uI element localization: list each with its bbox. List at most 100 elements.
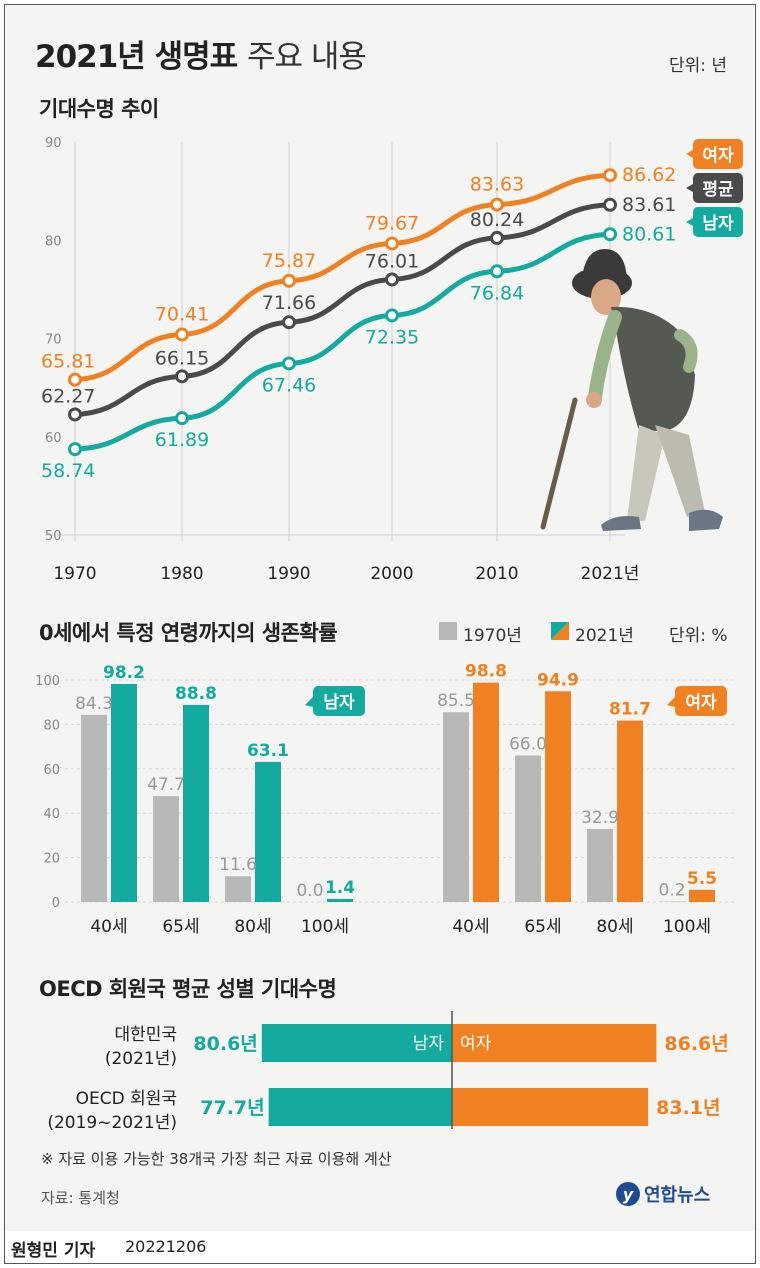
bar-label-1970: 0.2 xyxy=(658,881,685,901)
bar-1970 xyxy=(225,876,251,902)
data-label: 76.84 xyxy=(470,282,524,304)
legend-swatch-1970 xyxy=(439,622,457,640)
data-point xyxy=(490,264,504,279)
legend-badge-pointer xyxy=(686,218,693,226)
group-badge xyxy=(313,686,365,716)
bar-label-1970: 0.0 xyxy=(296,881,323,901)
y-tick-label: 70 xyxy=(45,333,62,348)
yonhap-logo-text: 연합뉴스 xyxy=(644,1185,711,1206)
data-label: 70.41 xyxy=(155,303,209,325)
x-tick-label: 2021년 xyxy=(581,564,640,584)
category-label: 100세 xyxy=(663,917,711,937)
data-label: 79.67 xyxy=(365,212,419,234)
report-date: 20221206 xyxy=(125,1237,207,1256)
bar-label-1970: 47.7 xyxy=(147,775,185,795)
data-label: 67.46 xyxy=(262,374,316,396)
bar-label-1970: 84.3 xyxy=(75,694,113,714)
reporter-name: 원형민 기자 xyxy=(11,1241,96,1261)
group-badge-pointer xyxy=(305,697,313,707)
bar-1970 xyxy=(587,828,613,902)
bar-2021 xyxy=(111,683,137,902)
row-sublabel: (2021년) xyxy=(105,1049,177,1069)
elderly-man-illustration xyxy=(540,249,723,531)
group-badge xyxy=(675,686,727,716)
data-point xyxy=(175,369,189,384)
data-label: 83.63 xyxy=(470,174,524,196)
legend-badge-여자 xyxy=(693,139,743,169)
y-tick-label: 60 xyxy=(45,431,62,446)
yonhap-logo: y 연합뉴스 xyxy=(615,1181,710,1207)
data-label: 71.66 xyxy=(262,292,316,314)
legend-label-1970: 1970년 xyxy=(463,626,522,646)
category-label: 100세 xyxy=(301,917,349,937)
data-point xyxy=(68,372,82,387)
data-label: 58.74 xyxy=(41,460,95,482)
data-point xyxy=(282,273,296,288)
data-point xyxy=(385,272,399,287)
survival-unit-label: 단위: % xyxy=(669,626,728,646)
data-label: 65.81 xyxy=(41,351,95,373)
data-point xyxy=(490,230,504,245)
bar-1970 xyxy=(153,796,179,902)
source-label: 자료: 통계청 xyxy=(41,1189,120,1207)
x-tick-label: 1970 xyxy=(53,564,96,584)
data-label: 72.35 xyxy=(365,326,419,348)
bar-2021 xyxy=(255,761,281,902)
y-tick-label: 20 xyxy=(43,852,60,867)
y-tick-label: 90 xyxy=(45,136,62,151)
bar-label-2021: 88.8 xyxy=(175,684,217,704)
section-title-oecd: OECD 회원국 평균 성별 기대수명 xyxy=(39,977,337,1001)
bar-2021 xyxy=(689,889,715,902)
y-tick-label: 100 xyxy=(35,674,60,689)
female-bar-label: 여자 xyxy=(460,1034,492,1054)
data-point xyxy=(282,315,296,330)
y-tick-label: 80 xyxy=(43,718,60,733)
bar-label-1970: 32.9 xyxy=(581,808,619,828)
bar-1970 xyxy=(81,714,107,902)
male-bar-label: 남자 xyxy=(413,1034,445,1054)
footnote: ※ 자료 이용 가능한 38개국 가장 최근 자료 이용해 계산 xyxy=(41,1150,392,1168)
legend-badge-남자 xyxy=(693,207,743,237)
legend-badge-label: 여자 xyxy=(702,146,734,166)
data-point xyxy=(68,407,82,422)
bar-2021 xyxy=(473,682,499,902)
category-label: 40세 xyxy=(452,917,489,937)
survival-bar-chart: 0 20 40 60 80 100 84.3 98.2 40세 47.7 88.8 65세 11.6 6… xyxy=(35,662,735,937)
female-value: 86.6년 xyxy=(664,1033,728,1055)
section-title-survival: 0세에서 특정 연령까지의 생존확률 xyxy=(39,621,338,645)
male-value: 77.7년 xyxy=(200,1097,264,1119)
category-label: 80세 xyxy=(596,917,633,937)
legend-swatch-2021 xyxy=(551,622,569,640)
data-point xyxy=(490,197,504,212)
data-point xyxy=(68,442,82,457)
female-bar xyxy=(452,1088,649,1126)
data-point xyxy=(282,356,296,371)
group-badge-pointer xyxy=(667,697,675,707)
category-label: 40세 xyxy=(90,917,127,937)
bar-1970 xyxy=(515,755,541,902)
bar-label-1970: 85.5 xyxy=(437,691,475,711)
data-label: 86.62 xyxy=(622,164,676,186)
data-label: 83.61 xyxy=(622,194,676,216)
legend-badge-pointer xyxy=(686,150,693,158)
bar-2021 xyxy=(617,720,643,902)
title-bold: 2021년 생명표 xyxy=(35,39,238,75)
legend-badge-평균 xyxy=(693,173,743,203)
row-label: 대한민국 xyxy=(114,1025,177,1045)
x-tick-label: 2010 xyxy=(475,564,518,584)
y-tick-label: 40 xyxy=(43,807,60,822)
y-tick-label: 50 xyxy=(45,529,62,544)
male-bar xyxy=(268,1088,452,1126)
bar-label-2021: 81.7 xyxy=(609,700,651,720)
data-point xyxy=(385,308,399,323)
group-badge-label: 여자 xyxy=(685,693,717,713)
svg-text:y: y xyxy=(623,1185,634,1204)
bar-label-2021: 98.2 xyxy=(103,663,145,683)
bar-1970 xyxy=(443,712,469,902)
bar-2021 xyxy=(183,704,209,902)
legend-badge-pointer xyxy=(686,184,693,192)
legend-badge-label: 남자 xyxy=(702,214,734,234)
title-light: 주요 내용 xyxy=(246,39,367,75)
category-label: 65세 xyxy=(524,917,561,937)
section-title-life-expectancy: 기대수명 추이 xyxy=(39,97,159,121)
